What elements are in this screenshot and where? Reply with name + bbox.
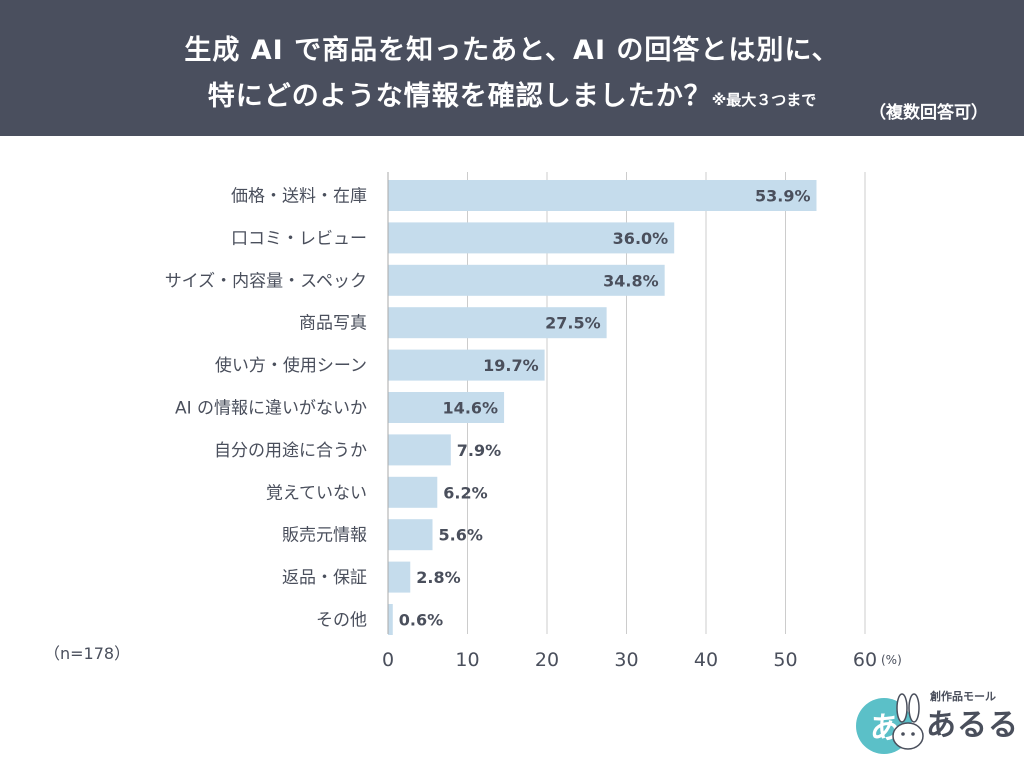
category-label-3: 商品写真 xyxy=(299,314,367,334)
bar-7 xyxy=(388,476,438,508)
bar-6 xyxy=(388,434,451,466)
bar-0 xyxy=(388,180,817,211)
bar-3 xyxy=(388,307,607,339)
bar-chart: 価格・送料・在庫 53.9% 口コミ・レビュー 36.0% サイズ・内容量・スペック 34… xyxy=(165,172,902,671)
chart-header: 生成 AI で商品を知ったあと、AI の回答とは別に、 特にどのような情報を確認… xyxy=(0,0,1024,136)
bar-4 xyxy=(388,349,545,381)
x-tick-label-6: 60 xyxy=(853,649,877,671)
x-axis-unit: (%) xyxy=(881,653,902,667)
value-label-7: 6.2% xyxy=(443,483,487,502)
category-label-8: 販売元情報 xyxy=(282,526,367,546)
category-label-2: サイズ・内容量・スペック xyxy=(165,271,367,291)
brand-logo: あ 創作品モール あるる xyxy=(850,688,1020,758)
rabbit-logo-icon: あ xyxy=(856,693,924,754)
chart-title-note: ※最大３つまで xyxy=(711,91,817,109)
value-label-1: 36.0% xyxy=(613,229,669,248)
category-label-9: 返品・保証 xyxy=(282,568,367,588)
chart-title-line1: 生成 AI で商品を知ったあと、AI の回答とは別に、 xyxy=(184,35,840,66)
value-label-4: 19.7% xyxy=(483,356,539,375)
bar-8 xyxy=(388,519,433,551)
category-label-10: その他 xyxy=(316,611,367,631)
chart-title-main: 特にどのような情報を確認しましたか？ xyxy=(207,81,712,112)
value-label-5: 14.6% xyxy=(443,399,499,418)
brand-tagline: 創作品モール xyxy=(930,690,996,703)
x-tick-label-5: 50 xyxy=(773,649,797,671)
x-tick-label-0: 0 xyxy=(382,649,394,671)
chart-subtitle: （複数回答可） xyxy=(869,103,988,123)
category-label-6: 自分の用途に合うか xyxy=(214,441,367,461)
bar-5 xyxy=(388,392,505,423)
value-label-9: 2.8% xyxy=(416,568,460,587)
sample-size-label: （n=178） xyxy=(44,644,131,663)
chart-title-line2: 特にどのような情報を確認しましたか？※最大３つまで xyxy=(0,74,1024,113)
category-label-5: AI の情報に違いがないか xyxy=(175,399,367,419)
x-tick-label-2: 20 xyxy=(535,649,559,671)
category-label-1: 口コミ・レビュー xyxy=(231,229,367,249)
value-label-6: 7.9% xyxy=(457,441,501,460)
x-tick-label-1: 10 xyxy=(455,649,479,671)
value-label-2: 34.8% xyxy=(603,271,659,290)
value-label-10: 0.6% xyxy=(399,611,443,630)
bar-9 xyxy=(388,561,411,593)
value-label-8: 5.6% xyxy=(439,526,483,545)
value-label-3: 27.5% xyxy=(545,314,601,333)
value-label-0: 53.9% xyxy=(755,187,811,206)
bar-2 xyxy=(388,264,665,296)
category-label-4: 使い方・使用シーン xyxy=(215,355,367,376)
brand-name: あるる xyxy=(926,708,1019,743)
category-label-7: 覚えていない xyxy=(266,483,367,503)
bar-10 xyxy=(388,604,393,635)
x-tick-label-3: 30 xyxy=(614,649,638,671)
x-tick-label-4: 40 xyxy=(694,649,718,671)
category-label-0: 価格・送料・在庫 xyxy=(231,187,367,207)
bar-1 xyxy=(388,222,675,254)
